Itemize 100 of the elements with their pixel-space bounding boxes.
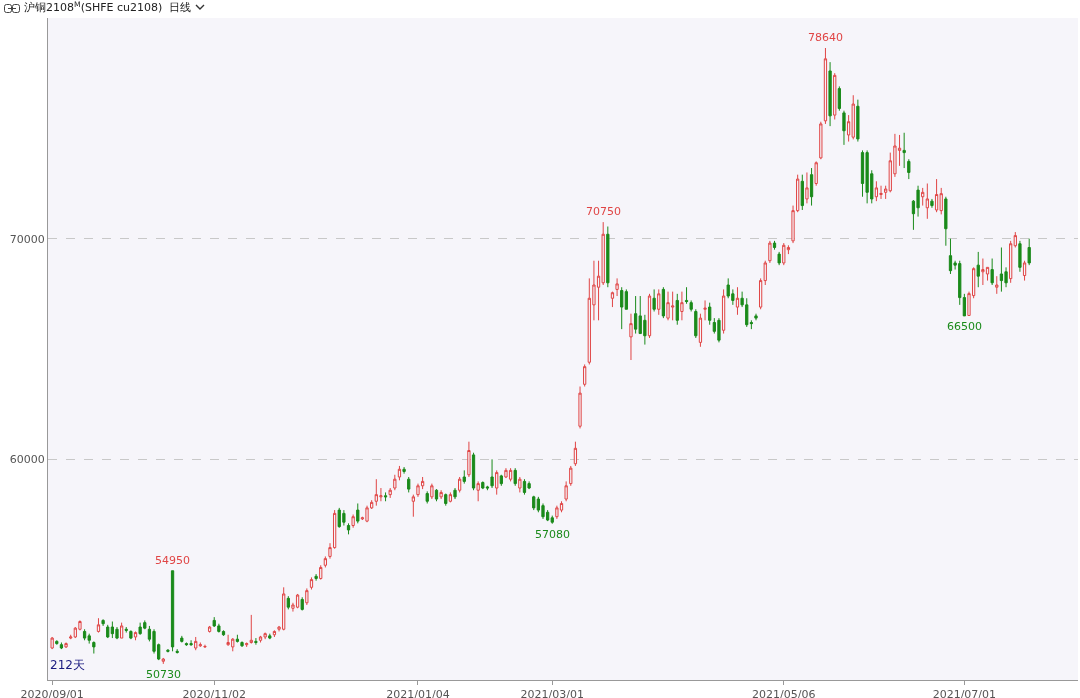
- candlestick: [717, 317, 721, 343]
- candlestick: [930, 198, 934, 209]
- candlestick: [305, 587, 309, 606]
- candlestick: [583, 363, 587, 388]
- candlestick: [245, 641, 249, 648]
- candlestick: [633, 295, 638, 335]
- candlestick: [263, 632, 267, 640]
- candlestick: [879, 185, 883, 200]
- candlestick: [476, 480, 480, 502]
- candlestick: [295, 593, 300, 609]
- candlestick: [351, 514, 355, 529]
- candlestick: [675, 293, 679, 326]
- candlestick: [453, 487, 457, 500]
- annotation: 54950: [155, 554, 190, 567]
- candlestick: [300, 596, 304, 611]
- candlestick: [999, 246, 1004, 293]
- candlestick: [981, 258, 985, 286]
- candlestick: [805, 171, 809, 204]
- candlestick: [119, 622, 124, 639]
- candlestick: [569, 465, 573, 487]
- candlestick: [434, 488, 439, 502]
- candlestick: [610, 291, 615, 308]
- candlestick: [703, 299, 707, 321]
- candlestick: [1018, 240, 1022, 273]
- candlestick: [87, 633, 91, 645]
- candlestick: [467, 441, 471, 478]
- candlestick: [425, 490, 429, 504]
- candlestick: [268, 633, 272, 640]
- candlestick: [652, 288, 656, 312]
- candlestick: [240, 641, 244, 648]
- candlestick: [851, 94, 855, 140]
- candlestick: [393, 474, 397, 491]
- candlestick: [995, 275, 999, 295]
- candlestick: [448, 491, 453, 503]
- candlestick: [661, 286, 666, 319]
- candlestick: [495, 469, 499, 496]
- candlestick: [194, 636, 198, 651]
- candlestick: [184, 641, 189, 647]
- annotation: 78640: [808, 31, 843, 44]
- candlestick: [754, 313, 758, 321]
- candlestick: [828, 61, 832, 127]
- candlestick: [1022, 260, 1027, 282]
- candlestick: [407, 476, 411, 493]
- candlestick: [684, 286, 689, 305]
- candlestick: [490, 458, 494, 489]
- candlestick: [1013, 231, 1017, 248]
- annotation: 212天: [50, 658, 85, 672]
- candlestick: [823, 47, 828, 125]
- candlestick: [1009, 240, 1013, 284]
- candlestick: [522, 478, 527, 496]
- candlestick: [647, 293, 652, 339]
- candlestick: [235, 634, 240, 643]
- candlestick: [462, 469, 466, 485]
- candlestick: [721, 288, 726, 335]
- candlestick: [689, 299, 693, 312]
- candlestick: [629, 313, 633, 361]
- candlestick: [573, 441, 578, 467]
- candlestick: [64, 641, 68, 648]
- candlestick: [249, 614, 253, 643]
- candlestick: [258, 635, 263, 643]
- candlestick: [800, 174, 804, 211]
- candlestick: [555, 505, 559, 520]
- candlestick: [518, 476, 522, 493]
- candlestick: [207, 625, 212, 634]
- candlestick: [833, 72, 837, 121]
- candlestick: [504, 467, 508, 479]
- candlestick: [772, 240, 777, 251]
- candlestick: [175, 648, 179, 655]
- candlestick: [874, 180, 879, 202]
- candlestick: [180, 635, 184, 643]
- y-tick-label: 70000: [9, 232, 45, 246]
- candlestick: [254, 637, 258, 646]
- annotation: 70750: [586, 205, 621, 218]
- candlestick: [856, 99, 860, 143]
- candlestick: [694, 308, 698, 339]
- candlestick: [161, 657, 165, 665]
- candlestick: [69, 634, 73, 640]
- candlestick: [735, 286, 740, 316]
- candlestick: [198, 641, 202, 648]
- candlestick: [976, 251, 980, 288]
- candlestick: [115, 626, 119, 640]
- candlestick: [129, 629, 133, 640]
- candlestick: [698, 313, 703, 348]
- candlestick: [124, 626, 128, 634]
- candlestick: [907, 158, 911, 180]
- candlestick: [837, 85, 841, 112]
- candlestick: [782, 242, 786, 266]
- candlestick: [439, 489, 443, 500]
- candlestick: [133, 630, 138, 641]
- candlestick: [481, 480, 485, 490]
- candlestick: [458, 476, 462, 493]
- candlestick: [314, 573, 318, 582]
- candlestick: [768, 240, 772, 264]
- candlestick: [842, 110, 846, 146]
- candlestick: [59, 641, 64, 650]
- candlestick: [902, 132, 906, 169]
- candlestick: [532, 495, 536, 511]
- candlestick: [948, 238, 953, 275]
- candlestick: [319, 564, 323, 581]
- candlestick: [1027, 238, 1031, 266]
